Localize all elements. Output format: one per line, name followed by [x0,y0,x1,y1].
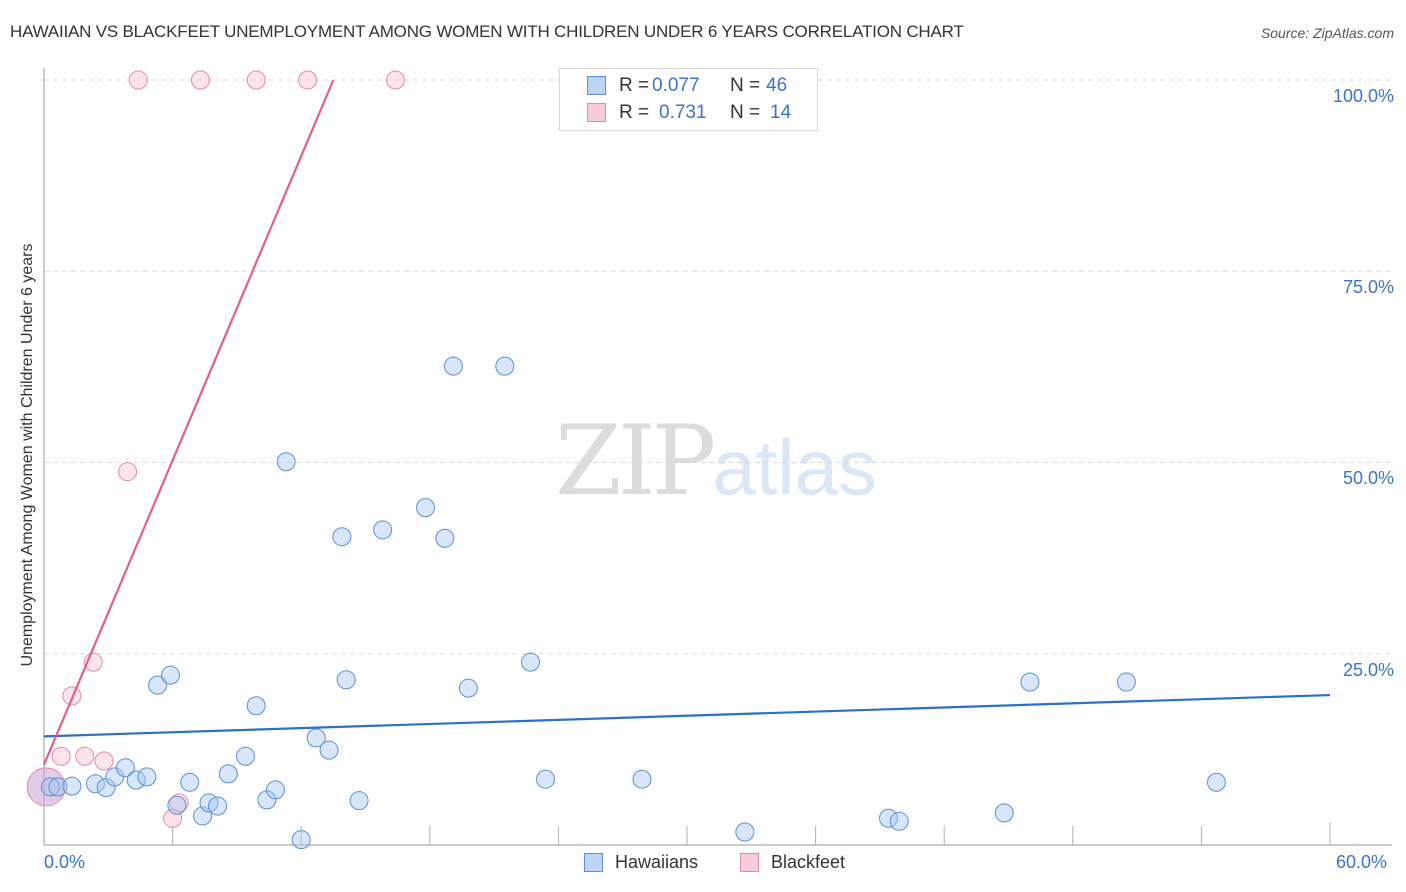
blackfeet-point[interactable] [386,70,406,90]
hawaiians-point[interactable] [291,830,311,850]
hawaiians-point[interactable] [889,811,909,831]
hawaiians-point[interactable] [994,803,1014,823]
chart-title: HAWAIIAN VS BLACKFEET UNEMPLOYMENT AMONG… [10,22,964,41]
hawaiians-point[interactable] [218,764,238,784]
n-label: N = [730,75,761,96]
trend-lines [42,79,1331,766]
hawaiians-point[interactable] [40,777,60,797]
r-label: R = [619,75,650,96]
legend-label: Hawaiians [615,852,699,872]
hawaiians-point[interactable] [521,652,541,672]
hawaiians-point[interactable] [306,728,326,748]
hawaiians-point[interactable] [48,777,68,797]
blackfeet-point[interactable] [118,462,138,482]
x-tick-0: 0.0% [44,852,86,872]
gridlines [44,79,1392,655]
blackfeet-swatch-icon [587,103,606,122]
x-tick-60: 60.0% [1336,852,1388,872]
n-value: 14 [770,102,792,123]
y-tick-75: 75.0% [1342,277,1394,297]
r-value: 0.731 [659,102,707,123]
hawaiians-point[interactable] [208,796,228,816]
y-tick-25: 25.0% [1342,660,1394,680]
hawaiians-point[interactable] [126,770,146,790]
hawaiians-point[interactable] [1206,772,1226,792]
hawaiians-point[interactable] [265,780,285,800]
hawaiians-point[interactable] [85,774,105,794]
hawaiians-point[interactable] [115,758,135,778]
blackfeet-point[interactable] [94,751,114,771]
data-points [26,70,1226,850]
hawaiians-point[interactable] [319,740,339,760]
blackfeet-point[interactable] [51,746,71,766]
n-value: 46 [766,75,788,96]
source-label: Source: ZipAtlas.com [1260,25,1394,41]
hawaiians-point[interactable] [137,767,157,787]
hawaiians-point[interactable] [148,675,168,695]
hawaiians-point[interactable] [160,665,180,685]
hawaiians-point[interactable] [536,769,556,789]
watermark-zip: ZIP [555,405,716,517]
y-tick-50: 50.0% [1342,468,1394,488]
legend-row-hawaiians: R = 0.077 N = 46 [560,73,817,99]
hawaiians-point[interactable] [373,520,393,540]
hawaiians-point[interactable] [495,356,515,376]
legend-label: Blackfeet [771,852,846,872]
r-value: 0.077 [652,75,700,96]
r-label: R = [619,102,650,123]
hawaiians-swatch-icon [587,76,606,95]
hawaiians-point[interactable] [349,791,369,811]
blackfeet-point[interactable] [190,70,210,90]
blackfeet-point[interactable] [75,746,95,766]
hawaiians-point[interactable] [878,808,898,828]
hawaiians-point[interactable] [435,528,455,548]
blackfeet-point[interactable] [26,767,66,807]
y-tick-100: 100.0% [1332,86,1394,106]
blackfeet-point[interactable] [298,70,318,90]
legend-row-blackfeet: R = 0.731 N = 14 [560,100,817,126]
blackfeet-swatch-icon [740,853,759,872]
hawaiians-point[interactable] [180,772,200,792]
hawaiians-point[interactable] [1116,672,1136,692]
hawaiians-point[interactable] [62,776,82,796]
hawaiians-point[interactable] [246,696,266,716]
hawaiians-point[interactable] [336,670,356,690]
hawaiians-point[interactable] [167,795,187,815]
hawaiians-swatch-icon [584,853,603,872]
hawaiians-point[interactable] [458,678,478,698]
hawaiians-point[interactable] [416,498,436,518]
hawaiians-point[interactable] [235,746,255,766]
correlation-legend: R = 0.077 N = 46 R = 0.731 N = 14 [559,68,818,131]
watermark: ZIPatlas [555,405,877,517]
hawaiians-point[interactable] [1020,672,1040,692]
hawaiians-point[interactable] [632,769,652,789]
axes [43,68,1392,846]
blackfeet-point[interactable] [246,70,266,90]
hawaiians-point[interactable] [332,527,352,547]
hawaiians-point[interactable] [443,356,463,376]
blackfeet-trend-line [42,79,335,766]
watermark-atlas: atlas [712,423,877,511]
blackfeet-point[interactable] [62,686,82,706]
hawaiians-trend-line [43,693,1331,738]
blackfeet-point[interactable] [128,70,148,90]
n-label: N = [730,102,761,123]
hawaiians-point[interactable] [735,822,755,842]
hawaiians-point[interactable] [276,452,296,472]
